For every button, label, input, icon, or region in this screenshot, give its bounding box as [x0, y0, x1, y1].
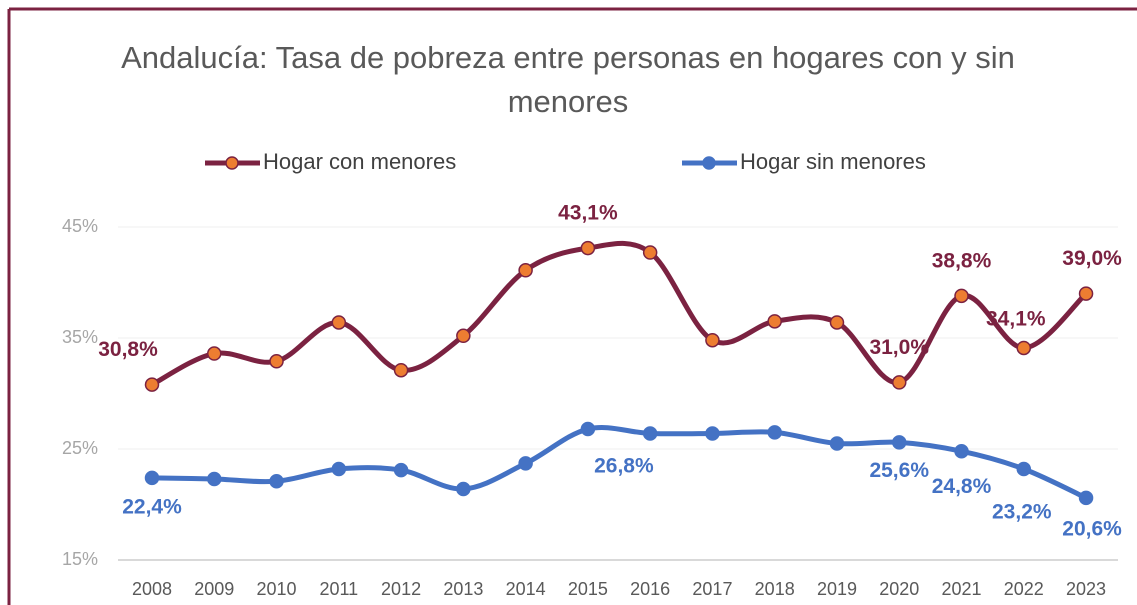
- legend-label: Hogar con menores: [263, 149, 456, 174]
- marker: [580, 240, 596, 256]
- marker: [207, 471, 222, 487]
- data-label: 30,8%: [98, 338, 158, 361]
- data-label: 39,0%: [1062, 247, 1122, 270]
- data-label: 34,1%: [986, 308, 1046, 331]
- x-tick-label: 2022: [1004, 579, 1044, 599]
- x-tick-label: 2020: [879, 579, 919, 599]
- marker: [1016, 461, 1032, 477]
- marker: [331, 315, 347, 330]
- marker: [1078, 490, 1094, 506]
- x-tick-label: 2009: [194, 579, 234, 599]
- y-tick-label: 15%: [62, 549, 98, 569]
- x-tick-label: 2010: [257, 579, 297, 599]
- marker: [456, 481, 471, 497]
- data-label: 20,6%: [1062, 517, 1122, 540]
- marker: [144, 470, 160, 486]
- marker: [393, 462, 409, 478]
- x-tick-label: 2019: [817, 579, 857, 599]
- marker: [144, 377, 160, 392]
- marker: [642, 245, 658, 260]
- x-tick-label: 2008: [132, 579, 172, 599]
- marker: [207, 346, 222, 361]
- x-tick-label: 2012: [381, 579, 421, 599]
- legend-label: Hogar sin menores: [740, 149, 926, 174]
- data-label: 38,8%: [932, 249, 992, 272]
- marker: [954, 288, 969, 304]
- series-line: [149, 424, 1089, 501]
- data-label: 22,4%: [122, 495, 182, 518]
- marker: [705, 426, 720, 441]
- marker: [580, 421, 596, 437]
- marker: [705, 332, 720, 348]
- marker: [829, 315, 845, 330]
- x-tick-label: 2023: [1066, 579, 1106, 599]
- marker: [393, 362, 409, 378]
- x-tick-label: 2014: [506, 579, 546, 599]
- y-tick-label: 35%: [62, 327, 98, 347]
- marker: [954, 443, 969, 459]
- y-tick-label: 45%: [62, 216, 98, 236]
- data-label: 23,2%: [992, 501, 1052, 524]
- chart-title: Andalucía: Tasa de pobreza entre persona…: [121, 40, 1015, 119]
- marker: [1078, 286, 1094, 301]
- marker: [1016, 340, 1032, 356]
- data-label: 43,1%: [558, 202, 618, 225]
- x-tick-label: 2017: [692, 579, 732, 599]
- x-tick-label: 2011: [319, 579, 358, 599]
- marker: [269, 354, 284, 369]
- x-tick-label: 2015: [568, 579, 608, 599]
- data-label: 31,0%: [869, 336, 929, 359]
- marker: [767, 425, 782, 440]
- legend-marker: [225, 156, 239, 170]
- marker: [518, 263, 533, 278]
- series-line: [149, 240, 1089, 388]
- x-tick-label: 2016: [630, 579, 670, 599]
- marker: [269, 473, 284, 489]
- legend-marker: [702, 156, 716, 170]
- x-tick-label: 2013: [443, 579, 483, 599]
- marker: [829, 436, 845, 451]
- marker: [891, 375, 907, 390]
- marker: [518, 456, 533, 471]
- marker: [331, 461, 347, 477]
- x-tick-label: 2018: [755, 579, 795, 599]
- x-tick-label: 2021: [941, 579, 981, 599]
- data-label: 25,6%: [869, 459, 929, 482]
- marker: [456, 328, 471, 344]
- y-tick-label: 25%: [62, 438, 98, 458]
- marker: [891, 435, 907, 450]
- marker: [767, 314, 782, 329]
- data-label: 26,8%: [594, 455, 654, 478]
- data-label: 24,8%: [932, 475, 992, 498]
- marker: [642, 426, 658, 441]
